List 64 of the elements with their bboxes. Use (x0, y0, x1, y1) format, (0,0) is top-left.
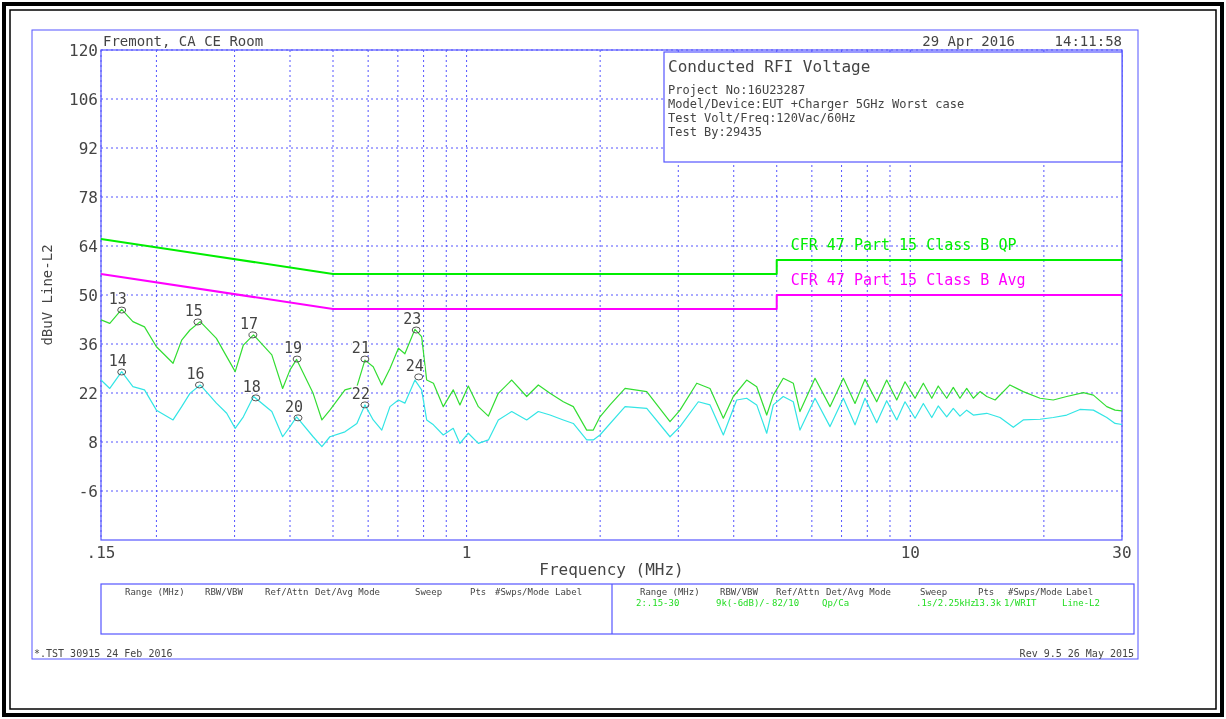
text: Sweep (415, 587, 443, 597)
text: 82/10 (772, 598, 800, 608)
y-tick-label: 36 (78, 334, 98, 354)
text: Rev 9.5 26 May 2015 (1019, 648, 1134, 659)
y-tick-label: 92 (78, 138, 98, 158)
annotation: 13 (108, 290, 127, 309)
text: Conducted RFI Voltage (668, 57, 871, 76)
text: Sweep (920, 587, 948, 597)
annotation: 16 (186, 364, 205, 383)
annotation: Test By:29435 (668, 125, 762, 139)
text: *.TST 30915 24 Feb 2016 (34, 648, 173, 659)
annotation: 24 (405, 356, 424, 375)
text: Ref/Attn (776, 587, 820, 597)
text: 2:.15-30 (636, 598, 680, 608)
annotation: Test Volt/Freq:120Vac/60Hz (668, 111, 856, 125)
x-tick-label: .15 (86, 543, 116, 562)
text: Pts (978, 587, 995, 597)
annotation: 15 (184, 301, 203, 320)
annotation: 17 (239, 314, 258, 333)
text: 1/WRIT (1004, 598, 1038, 608)
y-tick-label: 120 (69, 40, 98, 60)
series-label: CFR 47 Part 15 Class B Avg (790, 271, 1026, 289)
x-axis-title: Frequency (MHz) (539, 560, 684, 579)
annotation: 20 (285, 397, 304, 416)
text: RBW/VBW (205, 587, 244, 597)
text: 9k(-6dB)/- (716, 598, 771, 608)
annotation: Model/Device:EUT +Charger 5GHz Worst case (668, 97, 965, 111)
text: Label (555, 587, 583, 597)
x-tick-label: 10 (900, 543, 920, 562)
text: Det/Avg Mode (315, 587, 381, 597)
text: Ref/Attn (265, 587, 309, 597)
series-label: CFR 47 Part 15 Class B QP (790, 236, 1017, 254)
text: Pts (470, 587, 487, 597)
annotation: 18 (242, 377, 261, 396)
annotation: 19 (284, 339, 303, 358)
text: Qp/Ca (822, 598, 850, 608)
text: #Swps/Mode (495, 587, 550, 597)
text: RBW/VBW (720, 587, 759, 597)
annotation: 21 (351, 339, 370, 358)
y-tick-label: 106 (69, 89, 98, 109)
y-axis-title: dBuV Line-L2 (39, 244, 55, 346)
annotation: Project No:16U23287 (668, 83, 806, 97)
text: 14:11:58 (1054, 33, 1122, 49)
x-tick-label: 30 (1112, 543, 1132, 562)
y-tick-label: 78 (78, 187, 98, 207)
y-tick-label: 22 (78, 383, 98, 403)
text: Line-L2 (1062, 598, 1100, 608)
text: 13.3k (974, 598, 1002, 608)
text: Label (1066, 587, 1094, 597)
text: Det/Avg Mode (826, 587, 892, 597)
y-tick-label: 8 (88, 432, 98, 452)
annotation: 14 (108, 352, 127, 370)
annotation: 22 (351, 384, 370, 403)
text: Fremont, CA CE Room (103, 33, 264, 49)
text: Range (MHz) (125, 587, 185, 597)
x-tick-label: 1 (461, 543, 472, 562)
text: Range (MHz) (640, 587, 700, 597)
y-tick-label: -6 (78, 481, 98, 501)
text: 29 Apr 2016 (922, 33, 1015, 49)
y-tick-label: 64 (78, 236, 98, 256)
text: #Swps/Mode (1008, 587, 1063, 597)
text: .1s/2.25kHz (916, 598, 976, 608)
y-tick-label: 50 (78, 285, 98, 305)
annotation: 23 (403, 310, 422, 328)
